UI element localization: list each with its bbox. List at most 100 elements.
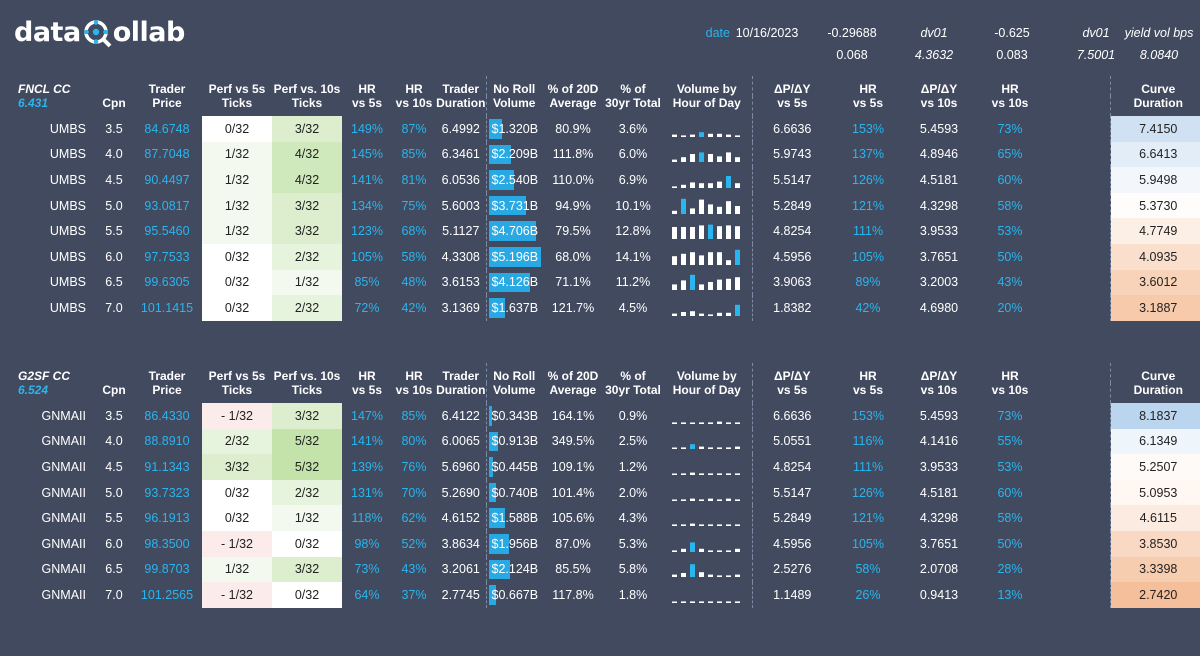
spark-bar: [707, 133, 713, 137]
spark-bar: [725, 524, 731, 527]
table-row: GNMAII 5.0 93.7323 0/32 2/32 131% 70% 5.2690 $0.…: [0, 479, 1200, 506]
row-tot30: 1.2%: [618, 459, 648, 474]
row-hr10b: 60%: [997, 172, 1023, 187]
spark-bar: [698, 255, 704, 265]
spark-bar: [734, 304, 740, 316]
spark-bar: [671, 210, 677, 214]
col-hr5-h2: vs 5s: [351, 96, 383, 110]
col-perf10-h2: Ticks: [291, 383, 323, 397]
row-duration: 6.0065: [436, 428, 487, 455]
col-perf5-h1: Perf vs 5s: [208, 82, 266, 96]
row-duration: 5.6003: [436, 192, 487, 219]
row-dpdy5: 6.6636: [773, 121, 812, 136]
row-perf10-ticks: 5/32: [272, 428, 342, 455]
spark-bar: [689, 227, 695, 240]
spark-bar: [707, 447, 713, 450]
spark-bar: [689, 207, 695, 214]
row-curve-duration: 8.1837: [1109, 403, 1200, 429]
row-hr5b: 121%: [852, 511, 884, 526]
row-name: UMBS: [49, 300, 86, 315]
col-curve-h1: Curve: [1109, 76, 1200, 96]
row-hour-cell: [662, 192, 753, 219]
row-avg20: 349.5%: [551, 434, 595, 449]
hourly-volume-sparkline: [671, 564, 740, 578]
spark-bar: [680, 524, 686, 527]
row-perf5-ticks: 2/32: [202, 428, 272, 455]
spark-bar: [671, 473, 677, 475]
header-stat-bottom-1: 4.3632: [914, 48, 954, 62]
spark-bar: [689, 601, 695, 603]
spark-bar: [707, 524, 713, 527]
row-trader-price: 90.4497: [144, 172, 190, 187]
col-hr10b-h2: vs 10s: [991, 383, 1029, 397]
row-trader-price: 99.6305: [144, 275, 190, 290]
row-trader-price: 97.7533: [144, 249, 190, 264]
col-tot30-h1: % of: [620, 369, 646, 383]
hourly-volume-sparkline: [671, 175, 740, 188]
row-hr10: 58%: [401, 249, 427, 264]
row-trader-price: 95.5460: [144, 224, 190, 239]
row-hr10: 87%: [401, 121, 427, 136]
spark-bar: [671, 422, 677, 424]
row-perf5-ticks: 1/32: [202, 556, 272, 583]
col-hr10-h2: vs 10s: [395, 383, 433, 397]
row-name: UMBS: [49, 121, 86, 136]
spark-bar: [680, 135, 686, 137]
spark-bar: [725, 473, 731, 475]
row-dpdy5: 5.5147: [773, 172, 812, 187]
row-avg20: 71.1%: [555, 275, 591, 290]
row-cpn: 6.5: [105, 275, 123, 290]
spark-bar: [734, 422, 740, 424]
row-hr10b: 60%: [997, 485, 1023, 500]
spark-bar: [707, 203, 713, 214]
spark-bar: [725, 134, 731, 137]
volume-bar: [488, 119, 502, 139]
col-duration-h2: Duration: [436, 96, 487, 116]
date-value: 10/16/2023: [735, 26, 799, 40]
row-hr10: 75%: [401, 198, 427, 213]
spark-bar: [725, 601, 731, 603]
row-dpdy10: 0.9413: [919, 587, 959, 602]
row-hr10b: 58%: [997, 198, 1023, 213]
hourly-volume-sparkline: [671, 472, 740, 475]
volume-bar: [488, 195, 526, 216]
row-volume: $1.588B: [491, 511, 539, 526]
row-volume-cell: $0.740B: [486, 480, 542, 506]
spark-bar: [671, 255, 677, 265]
volume-bar: [488, 298, 505, 318]
spark-bar: [671, 601, 677, 603]
spark-bar: [725, 152, 731, 163]
row-trader-price: 96.1913: [144, 511, 190, 526]
spark-bar: [689, 523, 695, 527]
col-perf5-h1: Perf vs 5s: [208, 369, 266, 383]
row-volume-cell: $3.731B: [486, 193, 542, 219]
section-title: G2SF CC: [18, 369, 71, 383]
row-avg20: 121.7%: [551, 300, 595, 315]
row-duration: 4.3308: [436, 243, 487, 270]
row-avg20: 79.5%: [555, 224, 591, 239]
spark-bar: [698, 131, 704, 137]
row-trader-price: 86.4330: [144, 408, 190, 423]
table-row: GNMAII 4.0 88.8910 2/32 5/32 141% 80% 6.0065 $0.…: [0, 428, 1200, 455]
row-duration: 3.6153: [436, 269, 487, 296]
spark-bar: [671, 313, 677, 316]
row-hr5b: 111%: [852, 459, 884, 474]
row-trader-price: 88.8910: [144, 434, 190, 449]
hourly-volume-sparkline: [671, 444, 740, 450]
spark-bar: [707, 224, 713, 240]
row-volume-cell: $5.196B: [486, 244, 542, 270]
row-perf10-ticks: 3/32: [272, 403, 342, 429]
row-tot30: 2.0%: [618, 485, 648, 500]
spark-bar: [725, 422, 731, 424]
row-duration: 5.1127: [436, 218, 487, 244]
hourly-volume-sparkline: [671, 601, 740, 603]
row-name: UMBS: [49, 249, 86, 264]
row-avg20: 94.9%: [555, 198, 591, 213]
row-perf5-ticks: 0/32: [202, 295, 272, 321]
row-hr5: 149%: [351, 121, 383, 136]
row-volume-cell: $2.209B: [486, 142, 542, 168]
row-hr10: 43%: [401, 562, 427, 577]
row-avg20: 68.0%: [555, 249, 591, 264]
spark-bar: [707, 473, 713, 475]
row-duration: 3.1369: [436, 295, 487, 321]
